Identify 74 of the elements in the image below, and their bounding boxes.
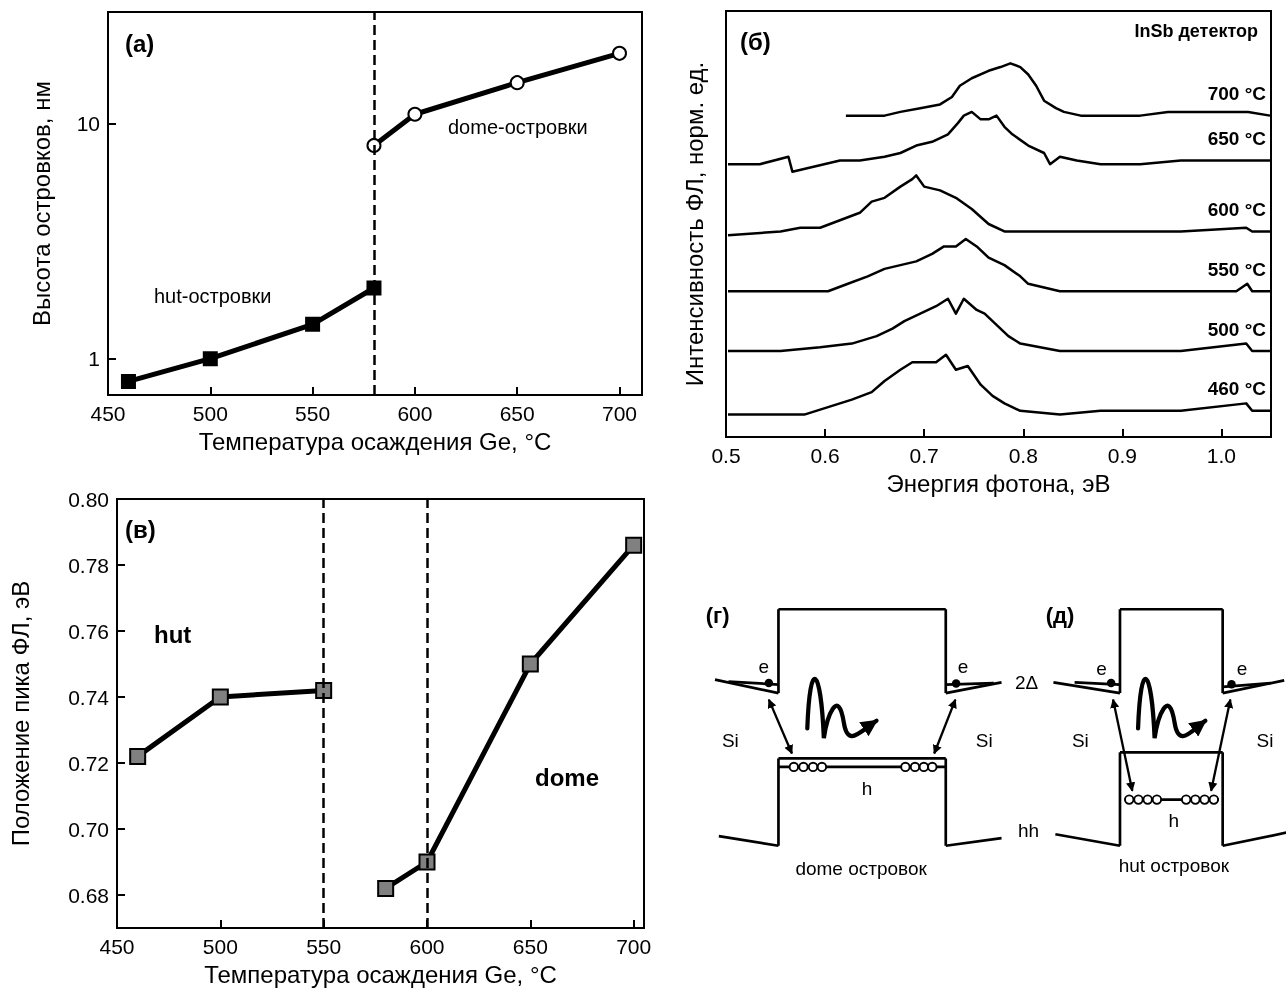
annotation: hut-островки xyxy=(154,285,272,307)
y-axis-title: Высота островков, нм xyxy=(27,81,55,326)
text: hh xyxy=(1017,819,1040,841)
text: (б) xyxy=(740,28,771,56)
y-tick-label: 0.76 xyxy=(68,619,109,643)
text: e xyxy=(1236,658,1248,680)
text: Si xyxy=(721,729,739,751)
x-tick-label: 500 xyxy=(192,402,228,425)
text: InSb детектор xyxy=(1134,21,1259,42)
annotation: (в) xyxy=(125,516,156,544)
point xyxy=(521,655,539,673)
x-tick-label: 700 xyxy=(601,402,638,425)
point xyxy=(202,351,218,367)
text: 2Δ xyxy=(1014,671,1039,693)
annotation: hut xyxy=(154,621,192,649)
point xyxy=(129,747,147,765)
x-tick-label: 550 xyxy=(306,935,342,958)
text: Si xyxy=(1256,729,1274,751)
text: h xyxy=(861,777,873,799)
y-axis-title: Интенсивность ФЛ, норм. ед. xyxy=(680,61,708,387)
annotation: dome-островки xyxy=(448,116,588,138)
y-tick-label: 0.68 xyxy=(68,883,109,907)
point xyxy=(625,536,643,554)
x-axis-title: Температура осаждения Ge, °C xyxy=(198,427,552,455)
y-tick-label: 0.72 xyxy=(68,751,109,775)
text: e xyxy=(758,656,770,678)
series-label: 500 °C xyxy=(1207,318,1267,340)
x-tick-label: 600 xyxy=(397,402,433,425)
x-tick-label: 550 xyxy=(295,402,331,425)
y-tick-label: 0.74 xyxy=(68,685,110,709)
x-axis-title: Температура осаждения Ge, °C xyxy=(204,960,557,988)
text: e xyxy=(1096,658,1107,680)
text: h xyxy=(1168,810,1180,832)
x-tick-label: 0.6 xyxy=(810,444,840,467)
x-tick-label: 450 xyxy=(90,402,126,425)
point xyxy=(305,316,321,332)
annotation: dome xyxy=(535,764,600,792)
point xyxy=(377,879,395,897)
series-label: 700 °C xyxy=(1207,83,1267,105)
point xyxy=(612,45,627,61)
text: (г) xyxy=(705,602,730,628)
series-label: 460 °C xyxy=(1207,378,1267,400)
y-axis-title: Положение пика ФЛ, эВ xyxy=(6,580,34,847)
text: e xyxy=(957,656,969,678)
point xyxy=(211,688,229,706)
point xyxy=(407,106,423,122)
x-tick-label: 600 xyxy=(409,935,445,958)
text: Si xyxy=(1071,729,1089,751)
x-tick-label: 650 xyxy=(499,402,535,425)
annotation: (a) xyxy=(125,30,155,58)
x-tick-label: 0.7 xyxy=(909,444,939,467)
text: hut островок xyxy=(1118,854,1230,876)
x-axis-title: Энергия фотона, эВ xyxy=(886,469,1111,497)
text: (д) xyxy=(1045,602,1075,628)
text: dome островок xyxy=(795,858,928,880)
x-tick-label: 0.8 xyxy=(1008,444,1038,467)
x-tick-label: 700 xyxy=(616,935,652,958)
y-tick-label: 10 xyxy=(76,112,100,136)
point xyxy=(120,373,136,389)
x-tick-label: 500 xyxy=(202,935,238,958)
y-tick-label: 1 xyxy=(88,347,100,371)
y-tick-label: 0.70 xyxy=(68,817,109,841)
y-tick-label: 0.80 xyxy=(68,487,109,511)
x-tick-label: 0.5 xyxy=(711,444,741,467)
series-label: 650 °C xyxy=(1207,127,1267,149)
x-tick-label: 0.9 xyxy=(1107,444,1137,467)
y-tick-label: 0.78 xyxy=(68,553,109,577)
x-tick-label: 650 xyxy=(512,935,548,958)
x-tick-label: 450 xyxy=(99,935,135,958)
text: Si xyxy=(975,729,993,751)
series-label: 550 °C xyxy=(1207,258,1267,280)
point xyxy=(509,75,525,91)
x-tick-label: 1.0 xyxy=(1206,444,1237,467)
series-label: 600 °C xyxy=(1207,198,1267,220)
